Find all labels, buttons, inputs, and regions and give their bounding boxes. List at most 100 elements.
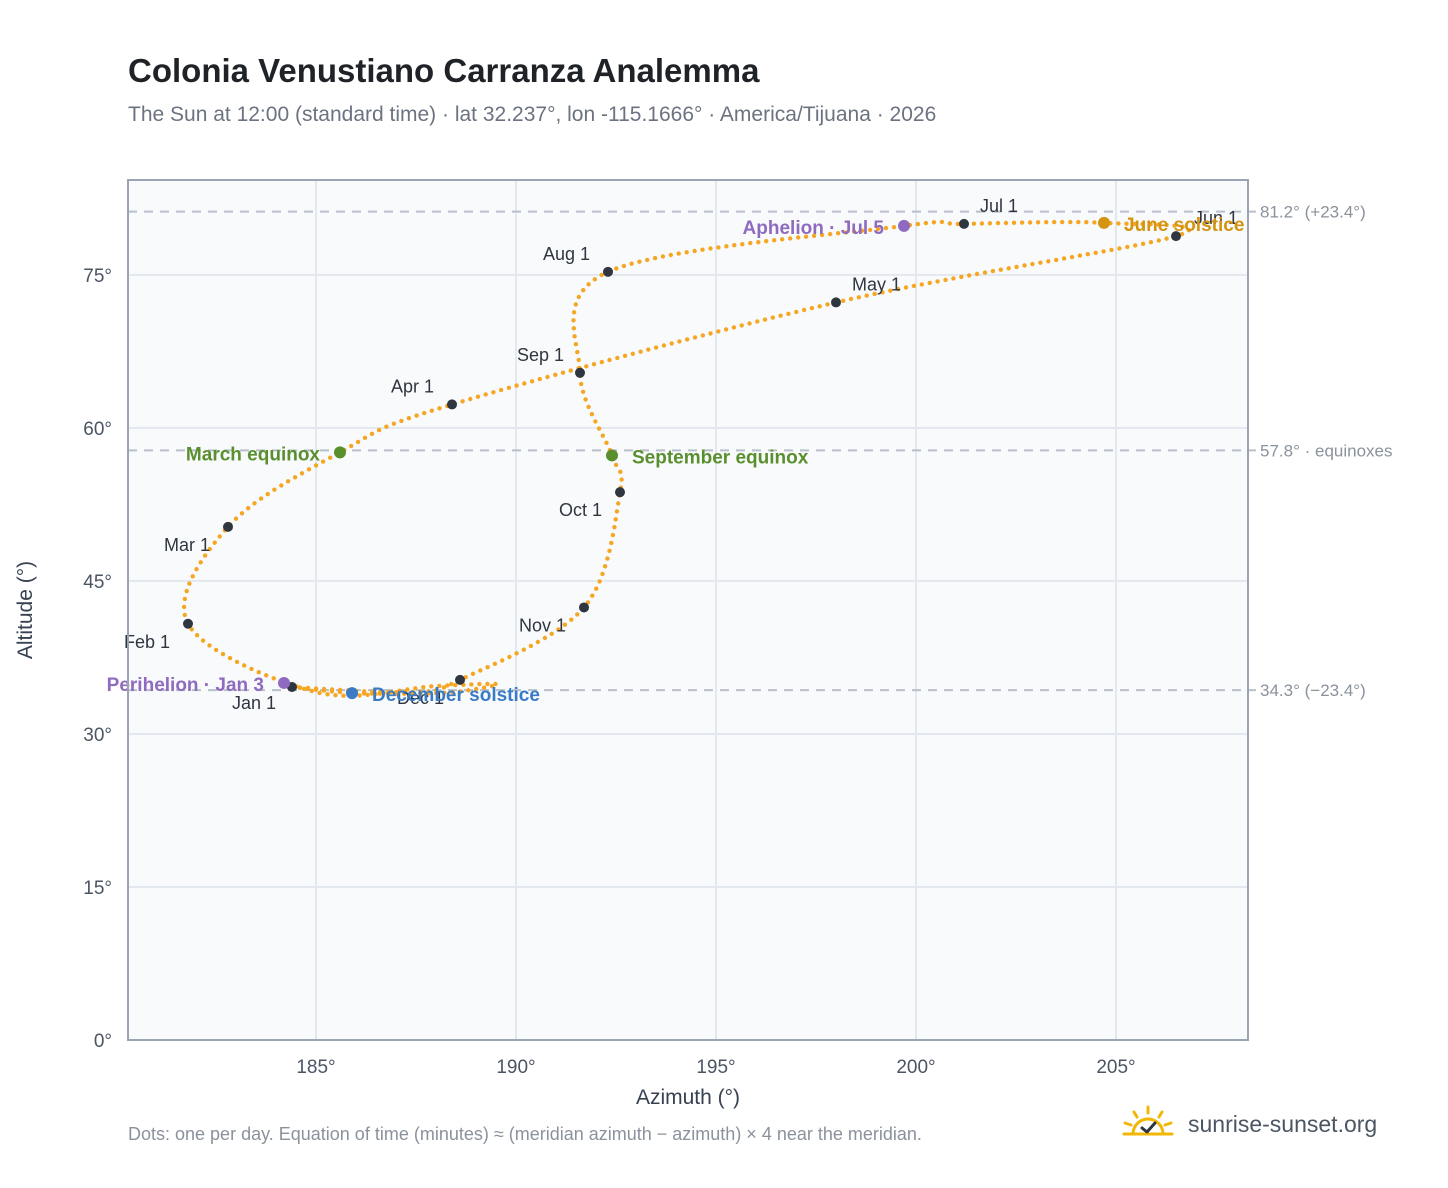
x-tick-label: 185°	[296, 1057, 335, 1078]
daily-sun-dot	[597, 579, 602, 584]
daily-sun-dot	[506, 385, 512, 390]
month-marker-label: Apr 1	[391, 376, 434, 396]
daily-sun-dot	[589, 412, 595, 417]
daily-sun-dot	[614, 266, 619, 271]
daily-sun-dot	[590, 593, 595, 598]
daily-sun-dot	[951, 276, 956, 281]
daily-sun-dot	[1069, 254, 1075, 260]
daily-sun-dot	[931, 220, 937, 225]
daily-sun-dot	[246, 506, 251, 511]
daily-sun-dot	[545, 374, 550, 380]
daily-sun-dot	[1117, 246, 1122, 251]
daily-sun-dot	[405, 687, 410, 692]
chart-title: Colonia Venustiano Carranza Analemma	[128, 52, 760, 89]
daily-sun-dot	[442, 690, 447, 695]
chart-subtitle: The Sun at 12:00 (standard time) · lat 3…	[128, 103, 937, 126]
daily-sun-dot	[194, 567, 199, 572]
y-axis-ticks: 0° 15° 30° 45° 60° 75°	[83, 266, 112, 1052]
daily-sun-dot	[786, 311, 791, 316]
daily-sun-dot	[593, 419, 598, 424]
daily-sun-dot	[669, 341, 674, 346]
daily-sun-dot	[801, 307, 807, 313]
x-tick-label: 200°	[896, 1057, 935, 1078]
daily-sun-dot	[610, 532, 616, 538]
daily-sun-dot	[967, 273, 972, 278]
daily-sun-dot	[803, 234, 809, 239]
daily-sun-dot	[1052, 219, 1057, 225]
daily-sun-dot	[573, 342, 579, 347]
month-marker	[1171, 231, 1181, 242]
footnote: Dots: one per day. Equation of time (min…	[128, 1124, 922, 1144]
event-marker	[1098, 216, 1110, 229]
daily-sun-dot	[819, 232, 825, 238]
daily-sun-dot	[233, 516, 239, 521]
event-label: Aphelion · Jul 5	[743, 218, 885, 239]
daily-sun-dot	[1003, 220, 1009, 226]
daily-sun-dot	[1085, 252, 1091, 257]
daily-sun-dot	[615, 355, 620, 361]
daily-sun-dot	[1027, 220, 1033, 225]
plot-area	[128, 180, 1248, 1040]
daily-sun-dot	[661, 343, 667, 348]
y-tick-label: 60°	[83, 419, 112, 440]
daily-sun-dot	[592, 277, 597, 282]
daily-sun-dot	[217, 534, 222, 539]
month-markers: Jan 1 Feb 1 Mar 1 Apr 1 May 1 Jun 1 Jul 1 Aug 1…	[124, 196, 1238, 713]
daily-sun-dot	[182, 612, 187, 618]
month-marker	[223, 521, 233, 532]
daily-sun-dot	[692, 335, 698, 340]
daily-sun-dot	[227, 655, 233, 661]
daily-sun-dot	[1068, 219, 1073, 225]
daily-sun-dot	[1093, 250, 1098, 255]
x-tick-label: 205°	[1096, 1057, 1135, 1078]
daily-sun-dot	[365, 692, 370, 697]
month-marker-label: Jan 1	[232, 693, 276, 713]
daily-sun-dot	[271, 676, 276, 681]
daily-sun-dot	[959, 274, 964, 280]
daily-sun-dot	[1060, 219, 1065, 225]
daily-sun-dot	[460, 399, 465, 404]
daily-sun-dot	[384, 424, 389, 429]
sun-check-icon	[1122, 1105, 1174, 1136]
brand-logo[interactable]: sunrise-sunset.org	[1120, 1104, 1377, 1144]
x-axis-ticks: 185° 190° 195° 200° 205°	[296, 1057, 1135, 1078]
daily-sun-dot	[450, 690, 455, 695]
daily-sun-dot	[491, 390, 496, 395]
daily-sun-dot	[202, 553, 208, 558]
daily-sun-dot	[927, 280, 932, 286]
x-tick-label: 190°	[496, 1057, 535, 1078]
daily-sun-dot	[207, 546, 212, 552]
month-marker-label: Oct 1	[559, 500, 602, 520]
daily-sun-dot	[621, 263, 627, 269]
month-marker-label: Jul 1	[980, 196, 1018, 216]
daily-sun-dot	[827, 231, 833, 237]
daily-sun-dot	[739, 323, 744, 328]
daily-sun-dot	[622, 353, 628, 358]
event-label: Perihelion · Jan 3	[107, 675, 264, 696]
daily-sun-dot	[329, 687, 335, 692]
daily-sun-dot	[835, 231, 841, 236]
daily-sun-dot	[573, 302, 578, 307]
daily-sun-dot	[182, 596, 187, 602]
daily-sun-dot	[485, 681, 490, 687]
daily-sun-dot	[239, 511, 245, 516]
daily-sun-dot	[313, 686, 319, 691]
daily-sun-dot	[708, 331, 713, 336]
daily-sun-dot	[684, 250, 689, 255]
month-marker-label: Jun 1	[1194, 208, 1238, 228]
daily-sun-dot	[498, 387, 504, 393]
daily-sun-dot	[556, 627, 561, 632]
daily-sun-dot	[692, 248, 697, 254]
daily-sun-dot	[297, 685, 303, 690]
daily-sun-dot	[305, 685, 311, 691]
daily-sun-dot	[181, 604, 187, 610]
daily-sun-dot	[320, 459, 326, 464]
daily-sun-dot	[264, 673, 269, 678]
daily-sun-dot	[373, 691, 378, 697]
month-marker	[183, 618, 193, 629]
daily-sun-dot	[279, 483, 284, 488]
daily-sun-dot	[299, 471, 305, 476]
daily-sun-dot	[355, 439, 361, 445]
daily-sun-dot	[468, 396, 473, 402]
daily-sun-dot	[584, 364, 589, 369]
